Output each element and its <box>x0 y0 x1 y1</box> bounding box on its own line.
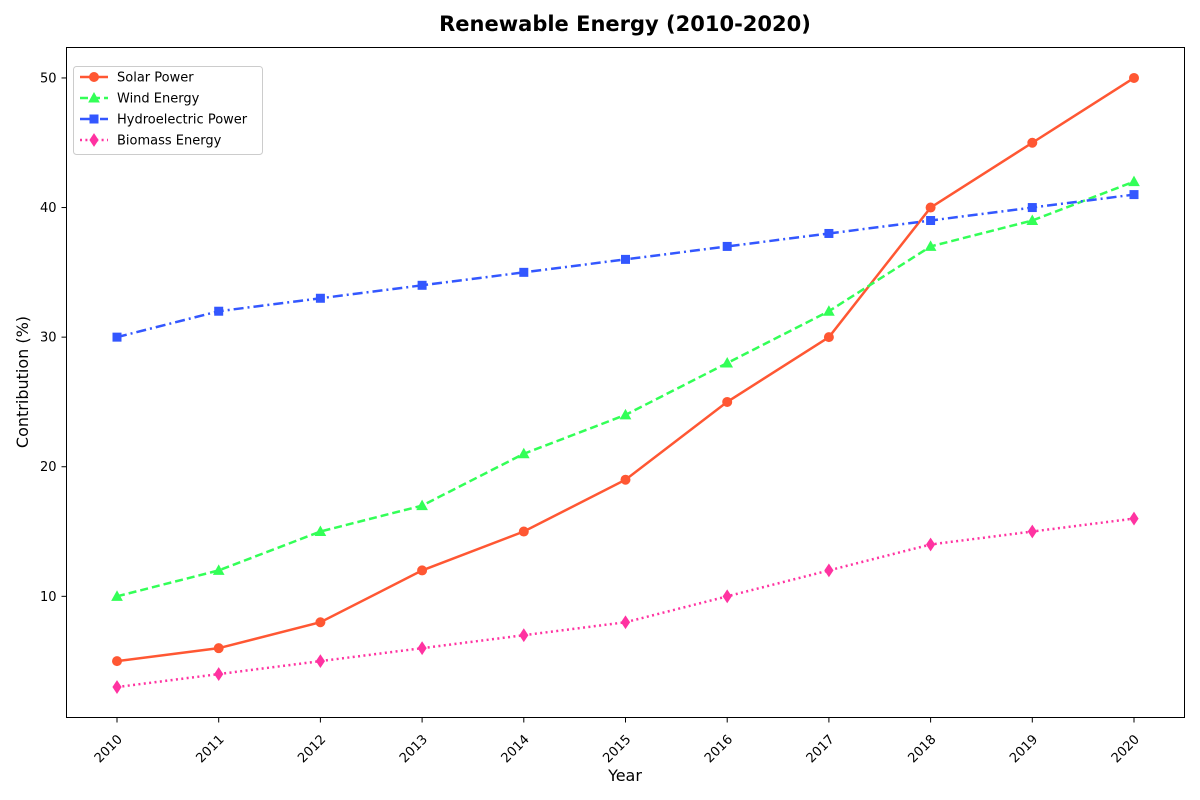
x-tick-label: 2015 <box>600 732 634 766</box>
data-point-wind-energy <box>111 590 123 601</box>
data-point-wind-energy <box>314 525 327 537</box>
data-point-solar-power <box>417 565 428 576</box>
data-point-hydroelectric-power <box>621 254 630 264</box>
y-axis-label: Contribution (%) <box>13 316 32 448</box>
legend-frame <box>73 66 263 155</box>
series-hydroelectric-power <box>112 190 1139 342</box>
data-point-wind-energy <box>212 564 225 575</box>
data-point-biomass-energy <box>722 589 732 604</box>
y-tick-label: 20 <box>40 460 57 475</box>
series-layer <box>111 72 1140 694</box>
data-point-wind-energy <box>1128 175 1140 187</box>
data-point-solar-power <box>620 474 631 485</box>
y-tick-label: 30 <box>40 331 57 346</box>
series-wind-energy <box>111 175 1140 601</box>
data-point-biomass-energy <box>824 563 834 578</box>
legend-item-hydroelectric-power: Hydroelectric Power <box>80 113 248 128</box>
data-point-biomass-energy <box>925 537 936 552</box>
legend-item-wind-energy: Wind Energy <box>80 92 200 107</box>
data-point-wind-energy <box>1026 214 1039 226</box>
series-biomass-energy <box>112 511 1139 694</box>
x-tick-label: 2019 <box>1007 732 1041 766</box>
x-tick-label: 2017 <box>804 732 838 766</box>
data-point-biomass-energy <box>519 628 529 643</box>
data-point-wind-energy <box>721 357 734 368</box>
chart-title: Renewable Energy (2010-2020) <box>439 12 811 36</box>
y-tick-label: 40 <box>40 201 57 216</box>
series-solar-power <box>112 72 1139 667</box>
x-axis: 2010 2011 2012 2013 2014 2015 2016 2017 2018 2019… <box>92 717 1143 766</box>
x-tick-label: 2020 <box>1109 732 1143 766</box>
legend-label: Wind Energy <box>117 92 200 107</box>
data-point-biomass-energy <box>1129 511 1139 526</box>
data-point-solar-power <box>1027 137 1038 148</box>
data-point-biomass-energy <box>417 641 427 656</box>
legend-item-biomass-energy: Biomass Energy <box>80 133 222 149</box>
series-line-solar-power <box>116 76 1135 663</box>
data-point-wind-energy <box>823 305 835 316</box>
data-point-wind-energy <box>619 408 632 420</box>
data-point-solar-power <box>823 332 834 343</box>
data-point-biomass-energy <box>1027 524 1037 539</box>
x-tick-label: 2013 <box>397 732 431 766</box>
data-point-solar-power <box>112 656 122 667</box>
series-line-biomass-energy <box>116 517 1135 689</box>
x-tick-label: 2018 <box>905 732 939 766</box>
x-tick-label: 2011 <box>194 732 228 766</box>
data-point-biomass-energy <box>620 615 631 630</box>
data-point-solar-power <box>518 526 529 537</box>
legend-marker <box>89 114 99 124</box>
series-line-hydroelectric-power <box>116 193 1135 339</box>
data-point-hydroelectric-power <box>824 228 834 238</box>
data-point-hydroelectric-power <box>214 306 224 316</box>
data-point-hydroelectric-power <box>519 267 529 277</box>
data-point-biomass-energy <box>112 680 122 694</box>
legend-marker <box>88 91 100 103</box>
data-point-hydroelectric-power <box>1129 190 1139 200</box>
data-point-biomass-energy <box>214 667 224 681</box>
x-axis-label: Year <box>607 766 642 785</box>
data-point-hydroelectric-power <box>417 280 427 290</box>
y-tick-label: 10 <box>40 590 57 605</box>
x-tick-label: 2014 <box>499 732 533 766</box>
data-point-hydroelectric-power <box>926 216 936 226</box>
data-point-wind-energy <box>924 240 937 251</box>
data-point-biomass-energy <box>315 654 326 669</box>
data-point-hydroelectric-power <box>315 293 325 303</box>
y-axis: 10 20 30 40 50 <box>40 71 67 605</box>
data-point-hydroelectric-power <box>722 241 732 251</box>
x-tick-label: 2012 <box>295 732 329 766</box>
data-point-solar-power <box>1129 72 1139 83</box>
data-point-hydroelectric-power <box>1027 203 1037 213</box>
data-point-solar-power <box>315 617 326 628</box>
series-line-wind-energy <box>116 180 1135 598</box>
x-tick-label: 2010 <box>92 732 126 766</box>
legend-marker <box>89 72 99 82</box>
data-point-solar-power <box>722 396 733 407</box>
legend-marker <box>89 133 99 147</box>
data-point-wind-energy <box>517 447 530 459</box>
legend-label: Solar Power <box>117 71 194 86</box>
x-tick-label: 2016 <box>702 732 736 766</box>
data-point-hydroelectric-power <box>112 332 122 342</box>
data-point-solar-power <box>925 202 936 213</box>
legend-label: Biomass Energy <box>117 134 222 149</box>
data-point-solar-power <box>213 643 224 654</box>
legend-item-solar-power: Solar Power <box>80 71 194 86</box>
legend-label: Hydroelectric Power <box>117 113 248 128</box>
data-point-wind-energy <box>416 499 428 511</box>
y-tick-label: 50 <box>40 71 57 86</box>
legend: Solar Power Wind Energy Hydroelectric Powe… <box>73 66 263 155</box>
